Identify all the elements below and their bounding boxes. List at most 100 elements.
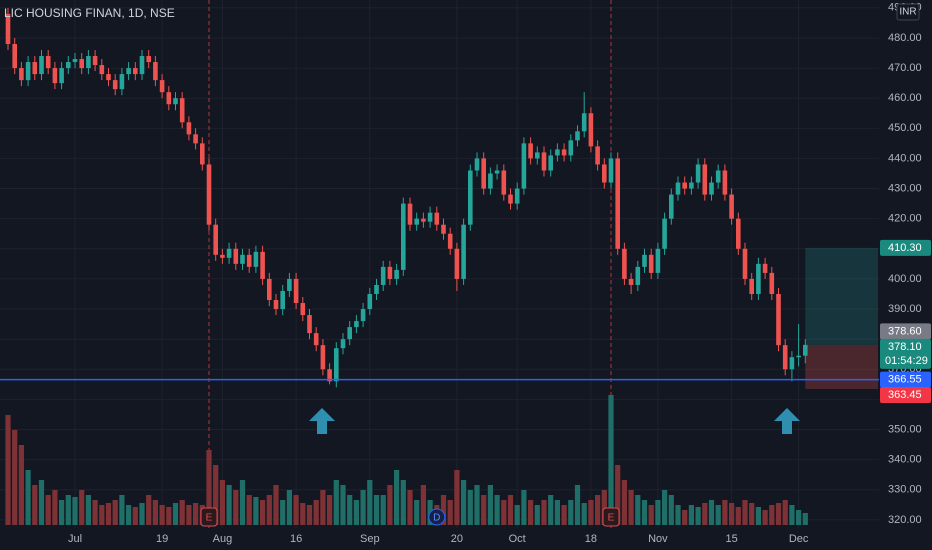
volume-bar — [126, 505, 132, 525]
volume-bar — [119, 495, 125, 525]
candle-body — [608, 158, 614, 183]
volume-bar — [474, 485, 480, 525]
event-icon[interactable] — [200, 507, 218, 527]
candle-body — [675, 182, 681, 195]
volume-bar — [112, 500, 118, 525]
price-badge — [880, 239, 931, 256]
candle-body — [39, 56, 44, 75]
x-tick-label: Oct — [509, 533, 526, 545]
x-tick-label: Jul — [68, 533, 82, 545]
candle-body — [380, 266, 386, 285]
candle-body — [441, 224, 446, 234]
volume-bar — [179, 500, 185, 525]
event-label: D — [433, 513, 440, 524]
candle-body — [320, 345, 326, 370]
candle-body — [501, 170, 507, 195]
volume-bar — [501, 500, 507, 525]
candle-body — [709, 182, 714, 195]
volume-bar — [340, 485, 346, 525]
candle-body — [166, 92, 172, 105]
y-tick-label: 440.00 — [888, 152, 922, 164]
candle-body — [347, 327, 352, 340]
volume-bar — [722, 500, 728, 525]
volume-bar — [655, 500, 661, 525]
candle-body — [293, 278, 299, 304]
candle-body — [421, 218, 426, 222]
candle-body — [615, 158, 620, 249]
candle-body — [508, 194, 513, 204]
volume-bar — [668, 495, 674, 525]
volume-bar — [105, 503, 112, 525]
candle-body — [447, 233, 453, 249]
volume-bar — [789, 505, 795, 525]
volume-bar — [521, 490, 527, 525]
candle-body — [193, 134, 198, 144]
x-tick-label: Sep — [360, 533, 380, 545]
candle-body — [414, 218, 419, 225]
x-tick-label: 20 — [451, 533, 463, 545]
candle-body — [488, 173, 493, 189]
candle-body — [240, 254, 245, 264]
candle-body — [59, 68, 64, 84]
volume-bar — [25, 470, 31, 525]
x-tick-label: Aug — [213, 533, 233, 545]
candle-body — [588, 113, 594, 147]
volume-bar — [574, 485, 581, 525]
volume-bar — [320, 490, 326, 525]
volume-bar — [394, 470, 400, 525]
volume-bar — [186, 505, 192, 525]
volume-bar — [353, 500, 359, 525]
candle-body — [253, 251, 259, 267]
y-tick-label: 330.00 — [888, 484, 922, 496]
candle-body — [5, 13, 11, 44]
candle-body — [789, 357, 795, 370]
candle-body — [119, 74, 125, 90]
y-tick-label: 450.00 — [888, 122, 922, 134]
volume-bar — [360, 490, 366, 525]
candle-body — [689, 182, 694, 189]
candle-body — [186, 122, 192, 135]
volume-bar — [32, 485, 38, 525]
candle-body — [521, 143, 527, 189]
event-icon[interactable] — [428, 508, 446, 526]
y-tick-label: 480.00 — [888, 32, 922, 44]
candle-body — [387, 266, 393, 279]
volume-bar — [601, 490, 607, 525]
currency-badge[interactable] — [896, 3, 920, 21]
countdown: 01:54:29 — [885, 355, 928, 367]
volume-bar — [139, 503, 145, 525]
volume-bar — [38, 480, 45, 525]
volume-bar — [159, 505, 165, 525]
y-tick-label: 430.00 — [888, 182, 922, 194]
volume-bar — [749, 503, 755, 525]
candle-body — [246, 254, 252, 267]
chart-title: LIC HOUSING FINAN, 1D, NSE — [4, 6, 175, 20]
volume-bar — [648, 505, 654, 525]
volume-bar — [166, 507, 172, 525]
volume-bar — [193, 503, 199, 525]
volume-bar — [796, 510, 802, 525]
candle-body — [394, 269, 399, 279]
event-icon[interactable] — [602, 507, 620, 527]
candle-body — [736, 218, 741, 249]
volume-bar — [641, 500, 648, 525]
candle-body — [327, 369, 332, 382]
candle-body — [669, 194, 674, 219]
candle-body — [19, 68, 24, 81]
volume-bar — [172, 503, 179, 525]
volume-bar — [454, 470, 460, 525]
candle-body — [461, 224, 466, 279]
candle-body — [260, 251, 265, 279]
candle-body — [146, 56, 151, 63]
volume-bar — [548, 495, 554, 525]
candle-body — [803, 344, 808, 356]
candle-body — [468, 170, 473, 225]
volume-bar — [675, 505, 681, 525]
volume-bar — [293, 495, 299, 525]
price-badge — [880, 323, 931, 340]
candle-body — [535, 152, 540, 159]
candle-body — [267, 278, 272, 300]
candle-body — [300, 303, 306, 316]
x-tick-label: 16 — [290, 533, 302, 545]
volume-bar — [635, 495, 641, 525]
